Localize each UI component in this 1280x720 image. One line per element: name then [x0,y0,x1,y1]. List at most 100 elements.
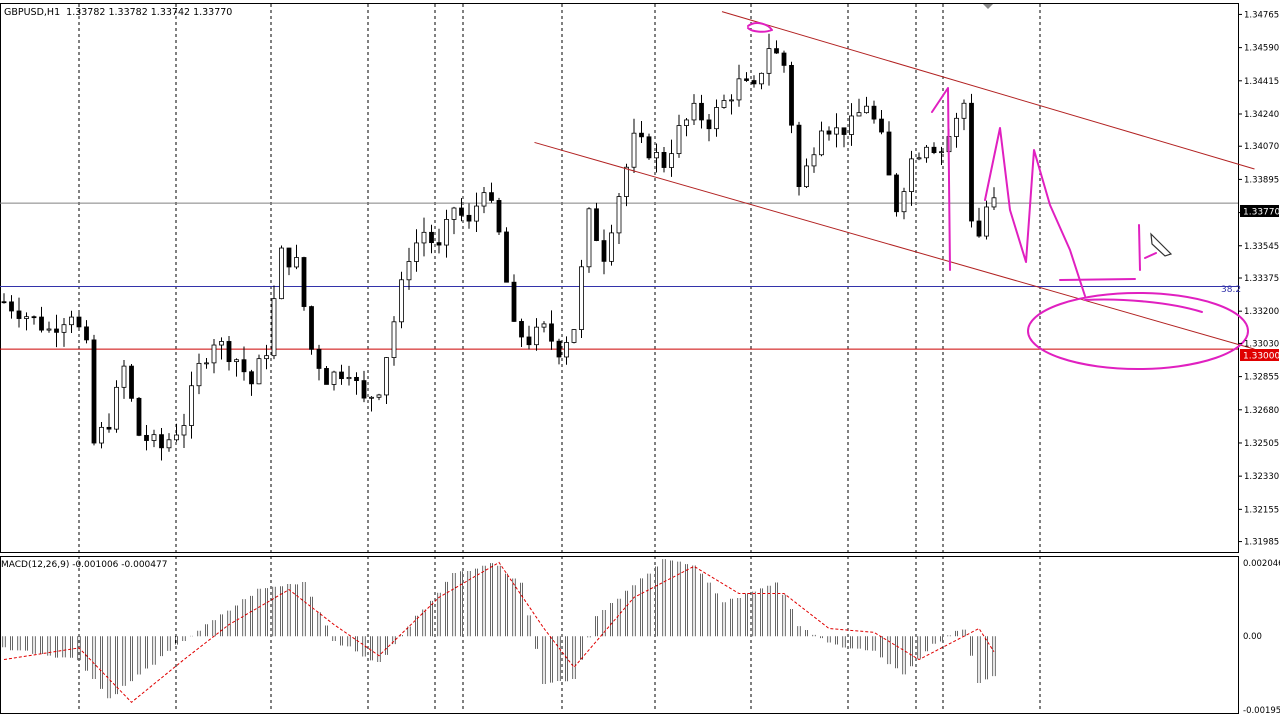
candle [346,365,352,386]
current-price-tag: 1.33770 [1240,205,1280,218]
candle [856,98,862,117]
candle [451,206,457,235]
candle [931,142,937,155]
candle [121,360,127,399]
candle [961,99,967,131]
macd-pane[interactable] [0,556,1239,714]
chart-shift-marker-icon[interactable] [983,4,993,9]
candle [969,93,974,228]
candle [369,396,374,412]
candle [894,173,899,217]
price-tick-label: 1.34070 [1244,142,1279,152]
candle [519,318,524,347]
candle [166,433,172,452]
candle [31,315,37,325]
candle [714,99,719,137]
candle [219,337,224,360]
candle [834,113,839,148]
candle [684,117,689,137]
candle [991,187,997,211]
candle [129,364,134,402]
candle [361,370,367,403]
macd-axis[interactable]: 0.002046 0.00 -0.00195 [1243,559,1280,716]
price-pane[interactable] [0,3,1239,553]
candle [294,244,299,270]
candle [766,33,772,86]
candle [976,207,982,238]
candle [601,229,607,275]
candle [436,228,442,254]
candle [316,344,322,381]
candle [796,121,802,196]
candle [181,413,187,449]
candle [549,310,554,350]
candle [376,393,382,401]
candle [496,197,502,236]
candle [901,187,907,220]
price-tick-label: 1.31985 [1244,538,1279,548]
candle [39,306,44,333]
candle [909,150,914,206]
candle [571,329,577,344]
candle [691,94,697,126]
candle [391,316,397,366]
candle [309,305,314,355]
candle [489,182,494,203]
candle [511,274,517,322]
candle [819,121,824,157]
candle [331,370,337,391]
candle [916,152,922,161]
candle [699,94,704,129]
candle [234,358,239,377]
price-tick-label: 1.32680 [1244,406,1279,416]
candle [811,147,817,173]
candle [579,259,584,338]
candle [264,344,269,370]
candle [444,209,449,258]
candle [459,198,464,222]
candle [99,422,104,449]
candle [384,357,389,405]
candle [669,139,674,177]
candle [736,64,742,107]
trend-channel-line[interactable] [534,141,1255,350]
candle [429,224,434,254]
candle [466,203,472,229]
price-tick-label: 1.34240 [1244,110,1279,120]
candle [249,369,254,396]
annotation-spike-up [931,87,951,271]
candle [46,321,52,333]
price-tick-label: 1.34590 [1244,44,1279,54]
candle [984,200,989,240]
candle [624,163,629,207]
candle [751,75,757,88]
candle [354,372,359,395]
candle [54,314,59,348]
candle [279,245,284,300]
candle [481,187,487,214]
price-tick-label: 1.33545 [1244,242,1279,252]
annotation-target-ellipse [1027,292,1249,370]
candlestick-series [1,33,997,461]
candle [406,247,412,290]
annotation-zigzag [984,127,1086,297]
annotation-small-tick [1138,224,1157,271]
candle [399,271,404,329]
pencil-cursor-icon [1150,232,1173,257]
candle [646,133,652,160]
annotation-ellipse-inner [1084,298,1203,313]
trend-channel-line[interactable] [721,11,1255,170]
candle [879,110,884,135]
candle [421,217,427,257]
price-axis[interactable]: 1.34765 1.34590 1.34415 1.34240 1.34070 1.338… [1238,10,1279,548]
macd-series [2,559,996,703]
candle [706,114,712,142]
candle [661,147,667,173]
candle [151,429,157,448]
macd-signal-line [3,561,995,703]
candle [211,339,217,374]
candle [564,336,569,365]
svg-text:1.33000: 1.33000 [1243,352,1280,362]
candle [204,357,209,369]
